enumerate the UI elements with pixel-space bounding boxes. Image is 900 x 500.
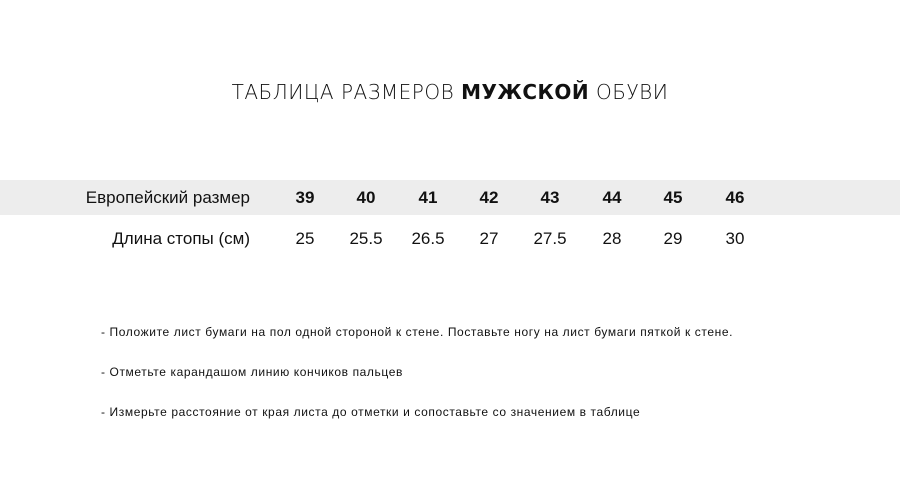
table-cell: 26.5 <box>411 229 445 248</box>
table-cell: 39 <box>295 188 315 207</box>
page-title: ТАБЛИЦА РАЗМЕРОВ МУЖСКОЙ ОБУВИ <box>0 80 900 104</box>
title-prefix: ТАБЛИЦА РАЗМЕРОВ <box>231 80 455 104</box>
table-row: Европейский размер 39 40 41 42 43 44 45 46 <box>0 180 900 215</box>
instruction-3: - Измерьте расстояние от края листа до о… <box>101 405 641 419</box>
table-cell: 41 <box>418 188 438 207</box>
table-cell: 29 <box>663 229 683 248</box>
table-row: Длина стопы (см) 25 25.5 26.5 27 27.5 28 29 30 <box>0 221 900 256</box>
table-cell: 28 <box>602 229 622 248</box>
table-cell: 27 <box>479 229 499 248</box>
table-cell: 27.5 <box>533 229 567 248</box>
table-cell: 25.5 <box>349 229 383 248</box>
table-cell: 30 <box>725 229 745 248</box>
row-label: Европейский размер <box>85 188 250 207</box>
title-suffix: ОБУВИ <box>596 80 669 104</box>
table-cell: 45 <box>663 188 683 207</box>
table-cell: 40 <box>356 188 376 207</box>
table-cell: 44 <box>602 188 622 207</box>
header-row-background <box>0 180 900 215</box>
table-cell: 25 <box>295 229 315 248</box>
title-bold: МУЖСКОЙ <box>461 80 590 104</box>
instruction-2: - Отметьте карандашом линию кончиков пал… <box>101 365 403 379</box>
table-cell: 43 <box>540 188 560 207</box>
instruction-1: - Положите лист бумаги на пол одной стор… <box>101 325 734 339</box>
table-cell: 42 <box>479 188 499 207</box>
table-cell: 46 <box>725 188 745 207</box>
row-label: Длина стопы (см) <box>112 229 250 248</box>
